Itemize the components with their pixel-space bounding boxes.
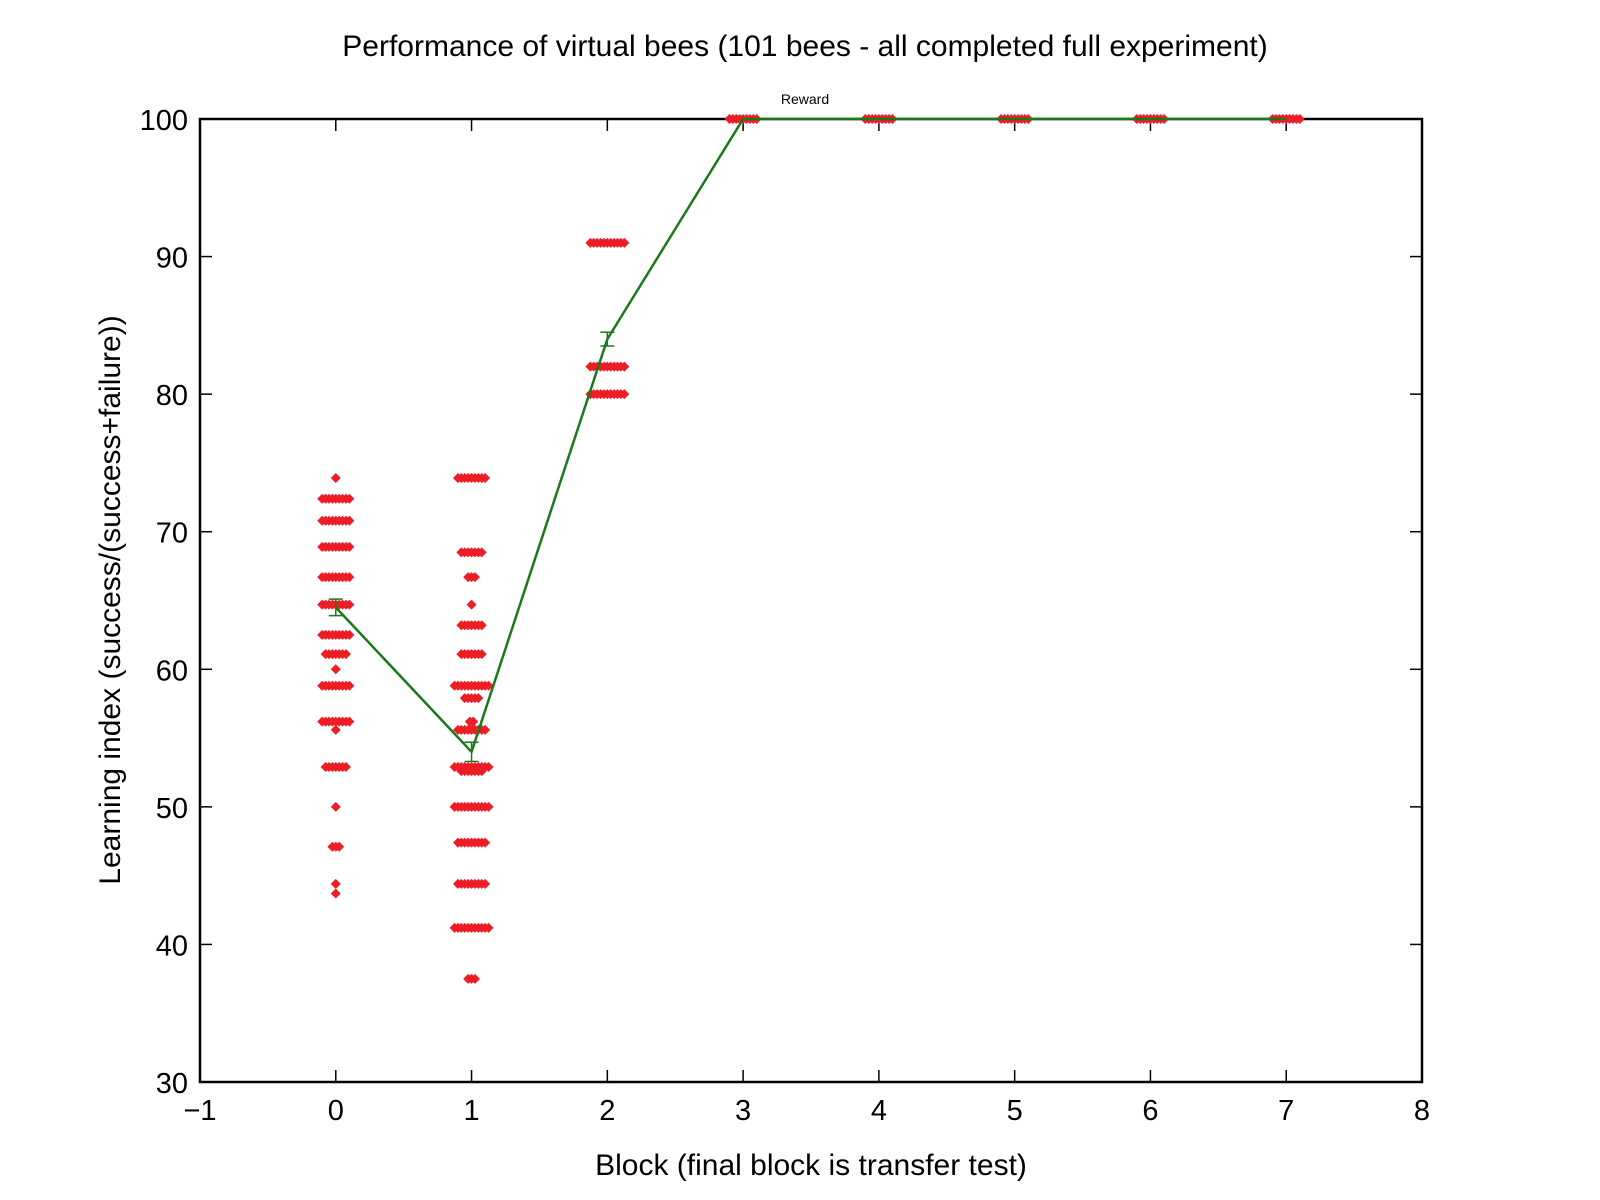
x-tick-label: 3	[735, 1095, 751, 1127]
data-point	[473, 693, 484, 704]
x-tick-label: 2	[599, 1095, 615, 1127]
x-tick-label: 6	[1142, 1095, 1158, 1127]
data-point	[476, 649, 487, 660]
x-tick-label: 8	[1414, 1095, 1430, 1127]
y-tick-label: 100	[140, 105, 188, 137]
data-point	[1294, 114, 1305, 124]
x-axis-label: Block (final block is transfer test)	[595, 1149, 1027, 1182]
x-tick-label: 1	[463, 1095, 479, 1127]
data-point	[330, 724, 341, 735]
x-tick-label: 4	[871, 1095, 887, 1127]
y-tick-label: 30	[156, 1068, 188, 1100]
chart-title: Performance of virtual bees (101 bees - …	[342, 30, 1267, 63]
y-tick-label: 80	[156, 380, 188, 412]
data-point	[334, 841, 345, 852]
data-point	[480, 878, 491, 889]
data-point	[344, 680, 355, 691]
x-tick-label: 5	[1007, 1095, 1023, 1127]
y-axis-label: Learning index (success/(success+failure…	[94, 315, 127, 884]
data-point	[619, 361, 630, 372]
mean-line	[334, 117, 1287, 755]
y-tick-label: 50	[156, 793, 188, 825]
axis-tick-labels: −1 0 1 2 3 4 5 6 7 8 30 40 50 60 70 80 90 100	[140, 105, 1430, 1127]
data-point	[330, 664, 341, 675]
data-point	[483, 801, 494, 812]
data-point	[330, 878, 341, 889]
data-point	[619, 389, 630, 400]
data-point	[468, 716, 479, 727]
data-point	[340, 649, 351, 660]
data-point	[480, 724, 491, 735]
y-tick-label: 60	[156, 655, 188, 687]
data-point	[330, 888, 341, 899]
plot-frame	[198, 117, 1424, 1084]
data-point	[619, 237, 630, 248]
data-points	[317, 114, 1305, 984]
data-point	[480, 473, 491, 484]
data-point	[344, 629, 355, 640]
data-point	[344, 599, 355, 610]
data-point	[344, 572, 355, 583]
mean-line-layer	[328, 117, 1287, 763]
y-tick-label: 90	[156, 243, 188, 275]
x-tick-label: 7	[1278, 1095, 1294, 1127]
y-tick-label: 70	[156, 518, 188, 550]
data-point	[344, 541, 355, 552]
data-point	[483, 680, 494, 691]
chart-annotation: Reward	[781, 91, 829, 107]
data-point	[476, 620, 487, 631]
data-point	[480, 837, 491, 848]
data-point	[483, 922, 494, 933]
data-point	[330, 801, 341, 812]
data-point	[344, 493, 355, 504]
x-tick-label: 0	[328, 1095, 344, 1127]
y-tick-label: 40	[156, 930, 188, 962]
data-point	[466, 599, 477, 610]
data-point	[340, 761, 351, 772]
data-point	[469, 572, 480, 583]
data-point	[344, 515, 355, 526]
x-tick-label: −1	[183, 1095, 216, 1127]
data-point	[469, 973, 480, 984]
data-point	[483, 761, 494, 772]
data-point	[330, 473, 341, 484]
axis-ticks	[199, 118, 1423, 1083]
data-point	[476, 766, 487, 777]
data-point	[344, 716, 355, 727]
data-point	[476, 547, 487, 558]
